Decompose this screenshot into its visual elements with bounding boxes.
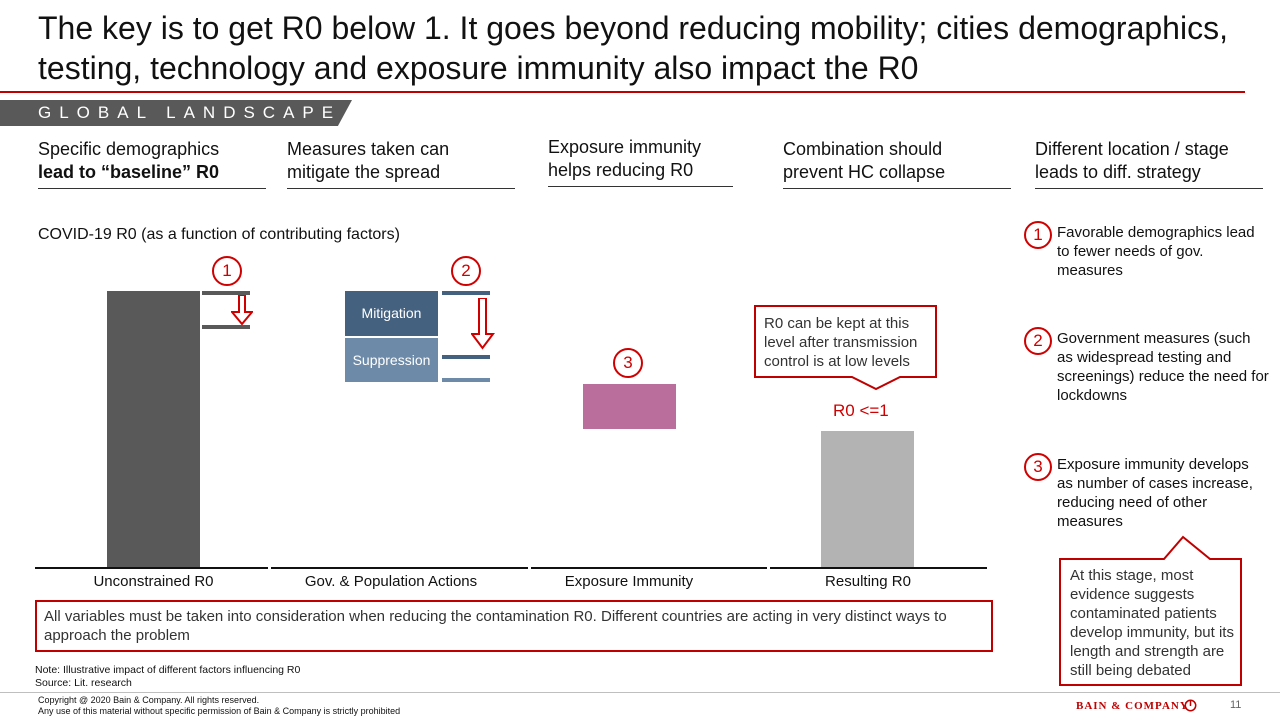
level-line-after-mitigation — [442, 355, 490, 359]
conclusion-box: All variables must be taken into conside… — [35, 600, 993, 652]
category-label: Exposure Immunity — [564, 573, 694, 590]
column-header-line2: leads to diff. strategy — [1035, 162, 1201, 182]
section-label: GLOBAL LANDSCAPE — [38, 103, 342, 122]
category-label: Resulting R0 — [825, 573, 911, 590]
bar-suppression: Suppression — [345, 338, 438, 382]
brand-logo-text: BAIN & COMPANY — [1076, 700, 1189, 712]
side-item-text: Government measures (such as widespread … — [1057, 330, 1269, 404]
marker-3-icon: 3 — [613, 348, 643, 378]
baseline-segment — [35, 567, 268, 569]
page-number: 11 — [1230, 699, 1242, 711]
level-line-unconstrained — [202, 291, 250, 295]
conclusion-text: All variables must be taken into conside… — [44, 608, 947, 644]
side-callout-text: At this stage, most evidence suggests co… — [1070, 567, 1234, 679]
page-title: The key is to get R0 below 1. It goes be… — [38, 10, 1228, 86]
side-marker-3-icon: 3 — [1024, 453, 1052, 481]
baseline-segment — [770, 567, 987, 569]
column-header-line2: lead to “baseline” R0 — [38, 162, 220, 182]
category-label: Gov. & Population Actions — [304, 573, 478, 590]
level-line-before-measures — [442, 291, 490, 295]
side-callout-shape — [1059, 535, 1242, 686]
copyright-line1: Copyright @ 2020 Bain & Company. All rig… — [38, 695, 260, 705]
column-header-strategy: Different location / stage leads to diff… — [1035, 138, 1263, 189]
bar-resulting-r0 — [821, 431, 914, 568]
column-header-demographics: Specific demographics lead to “baseline”… — [38, 138, 266, 189]
column-header-line1: Exposure immunity — [548, 137, 702, 157]
baseline-segment — [271, 567, 528, 569]
side-item-text: Exposure immunity develops as number of … — [1057, 456, 1253, 530]
r0-target-label: R0 <=1 — [833, 401, 889, 420]
note-text: Note: Illustrative impact of different f… — [35, 664, 301, 676]
bar-mitigation: Mitigation — [345, 291, 438, 336]
level-line-after-suppression — [442, 378, 490, 382]
baseline-segment — [531, 567, 767, 569]
chart-label: COVID-19 R0 (as a function of contributi… — [38, 226, 400, 243]
column-header-line2: helps reducing R0 — [548, 160, 694, 180]
category-label: Unconstrained R0 — [93, 573, 214, 590]
column-header-immunity: Exposure immunity helps reducing R0 — [548, 136, 733, 187]
level-line-after-demographics — [202, 325, 250, 329]
bar-unconstrained-r0 — [107, 291, 200, 568]
side-marker-2-icon: 2 — [1024, 327, 1052, 355]
title-divider — [0, 91, 1245, 93]
section-banner — [0, 100, 352, 126]
source-text: Source: Lit. research — [35, 677, 132, 689]
down-arrow-icon — [231, 295, 253, 325]
copyright-line2: Any use of this material without specifi… — [38, 706, 401, 716]
column-header-line2: mitigate the spread — [287, 162, 441, 182]
callout-shape — [754, 305, 937, 391]
column-header-combination: Combination should prevent HC collapse — [783, 138, 1011, 189]
bar-exposure-immunity — [583, 384, 676, 429]
column-header-line1: Measures taken can — [287, 139, 450, 159]
callout-text: R0 can be kept at this level after trans… — [764, 315, 918, 370]
footer-divider — [0, 692, 1280, 693]
side-item-text: Favorable demographics lead to fewer nee… — [1057, 224, 1255, 279]
side-marker-1-icon: 1 — [1024, 221, 1052, 249]
column-header-line1: Specific demographics — [38, 139, 220, 159]
marker-1-icon: 1 — [212, 256, 242, 286]
marker-2-icon: 2 — [451, 256, 481, 286]
down-arrow-long-icon — [471, 298, 495, 350]
column-header-line2: prevent HC collapse — [783, 162, 946, 182]
column-header-line1: Combination should — [783, 139, 943, 159]
brand-logo-icon — [1184, 699, 1197, 712]
column-header-measures: Measures taken can mitigate the spread — [287, 138, 515, 189]
column-header-line1: Different location / stage — [1035, 139, 1229, 159]
